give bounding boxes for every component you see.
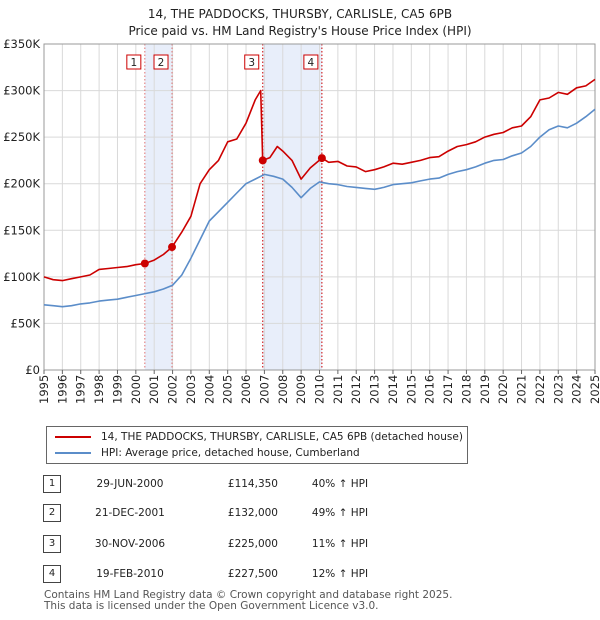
sale-badge: 1 [43,475,61,493]
title-line-2: Price paid vs. HM Land Registry's House … [128,24,472,38]
hpi-line [43,108,596,308]
sale-hpi-diff: 11% ↑ HPI [311,538,369,550]
x-tick-label: 2001 [147,375,161,404]
legend-label-property: 14, THE PADDOCKS, THURSBY, CARLISLE, CA5… [101,431,463,443]
footer-notice: Contains HM Land Registry data © Crown c… [44,590,452,612]
y-tick-label: £200K [3,177,40,191]
x-tick-label: 2018 [459,375,473,404]
x-tick-label: 2014 [386,375,400,404]
sale-label-box [153,54,169,70]
chart-legend: 14, THE PADDOCKS, THURSBY, CARLISLE, CA5… [46,426,468,464]
sale-price: £114,350 [227,478,278,490]
sale-hpi-diff: 12% ↑ HPI [311,568,369,580]
x-tick-label: 2016 [423,375,437,404]
sale-date: 30-NOV-2006 [94,538,166,550]
legend-label-hpi: HPI: Average price, detached house, Cumb… [101,447,360,459]
sale-price: £227,500 [227,568,278,580]
x-tick-label: 2000 [129,375,143,404]
y-tick-label: £250K [3,130,40,144]
x-tick-label: 2015 [404,375,418,404]
x-tick-label: 2011 [331,375,345,404]
sale-row: 2 21-DEC-2001 £132,000 49% ↑ HPI [0,504,600,524]
sale-hpi-diff: 49% ↑ HPI [311,507,369,519]
sale-point [140,259,149,268]
sale-label-number: 2 [158,57,165,69]
x-tick-label: 1998 [92,375,106,404]
legend-swatch-hpi [55,452,91,454]
sale-period-band [144,44,173,370]
x-tick-label: 1996 [55,375,69,404]
sale-row: 4 19-FEB-2010 £227,500 12% ↑ HPI [0,565,600,585]
x-tick-label: 2013 [368,375,382,404]
title-line-1: 14, THE PADDOCKS, THURSBY, CARLISLE, CA5… [147,7,453,21]
y-tick-label: £350K [3,37,40,51]
sale-row: 1 29-JUN-2000 £114,350 40% ↑ HPI [0,475,600,495]
x-tick-label: 1997 [74,375,88,404]
x-tick-label: 2019 [478,375,492,404]
x-tick-label: 1999 [110,375,124,404]
sale-label-box [126,54,142,70]
x-tick-label: 2025 [588,375,600,404]
legend-swatch-property [55,436,91,438]
y-tick-label: £300K [3,84,40,98]
y-tick-label: £0 [25,363,40,377]
y-tick-label: £50K [11,316,41,330]
x-tick-label: 2009 [294,375,308,404]
x-tick-label: 2010 [313,375,327,404]
y-tick-label: £100K [3,270,40,284]
sale-label-number: 1 [130,57,137,69]
price-chart: £0 £50K £100K £150K £200K £250K £300K £350K 1995… [3,37,600,404]
sale-price: £132,000 [227,507,278,519]
footer-line-2: This data is licensed under the Open Gov… [44,600,379,612]
sale-date: 21-DEC-2001 [95,507,165,519]
sale-badge: 4 [43,565,61,583]
chart-title: 14, THE PADDOCKS, THURSBY, CARLISLE, CA5… [0,6,600,40]
x-tick-label: 2002 [166,375,180,404]
x-tick-label: 2007 [257,375,271,404]
sale-row: 3 30-NOV-2006 £225,000 11% ↑ HPI [0,535,600,555]
x-tick-label: 2006 [239,375,253,404]
sale-label-number: 3 [248,57,255,69]
x-tick-label: 2023 [551,375,565,404]
sale-point [258,156,267,165]
y-tick-label: £150K [3,223,40,237]
sale-badge: 2 [43,504,61,522]
sale-date: 29-JUN-2000 [96,478,164,490]
x-tick-label: 2005 [221,375,235,404]
sale-date: 19-FEB-2010 [96,568,164,580]
x-tick-label: 1995 [37,375,51,404]
legend-item-hpi: HPI: Average price, detached house, Cumb… [55,445,360,461]
x-tick-label: 2004 [202,375,216,404]
sale-label-box [303,54,319,70]
sale-point [317,154,326,163]
x-tick-label: 2003 [184,375,198,404]
x-tick-label: 2024 [570,375,584,404]
sale-label-box [244,54,260,70]
legend-item-property: 14, THE PADDOCKS, THURSBY, CARLISLE, CA5… [55,429,463,445]
x-tick-label: 2017 [441,375,455,404]
sale-point [168,243,177,252]
footer-line-1: Contains HM Land Registry data © Crown c… [44,589,453,601]
x-tick-label: 2022 [533,375,547,404]
sale-period-band [262,44,322,370]
sale-label-number: 4 [308,57,315,69]
x-tick-label: 2008 [276,375,290,404]
x-tick-label: 2020 [496,375,510,404]
property-price-line [43,78,596,282]
x-tick-label: 2021 [515,375,529,404]
x-tick-label: 2012 [349,375,363,404]
sale-price: £225,000 [227,538,278,550]
sale-hpi-diff: 40% ↑ HPI [311,478,369,490]
sale-badge: 3 [43,535,61,553]
